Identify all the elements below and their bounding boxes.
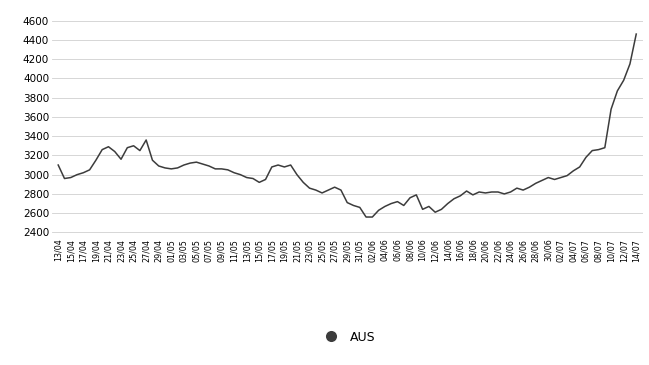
Legend: AUS: AUS — [313, 326, 381, 349]
